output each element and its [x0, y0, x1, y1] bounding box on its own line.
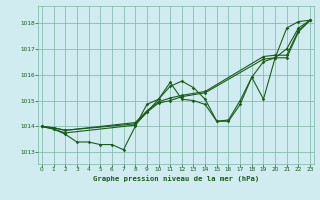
X-axis label: Graphe pression niveau de la mer (hPa): Graphe pression niveau de la mer (hPa) — [93, 175, 259, 182]
